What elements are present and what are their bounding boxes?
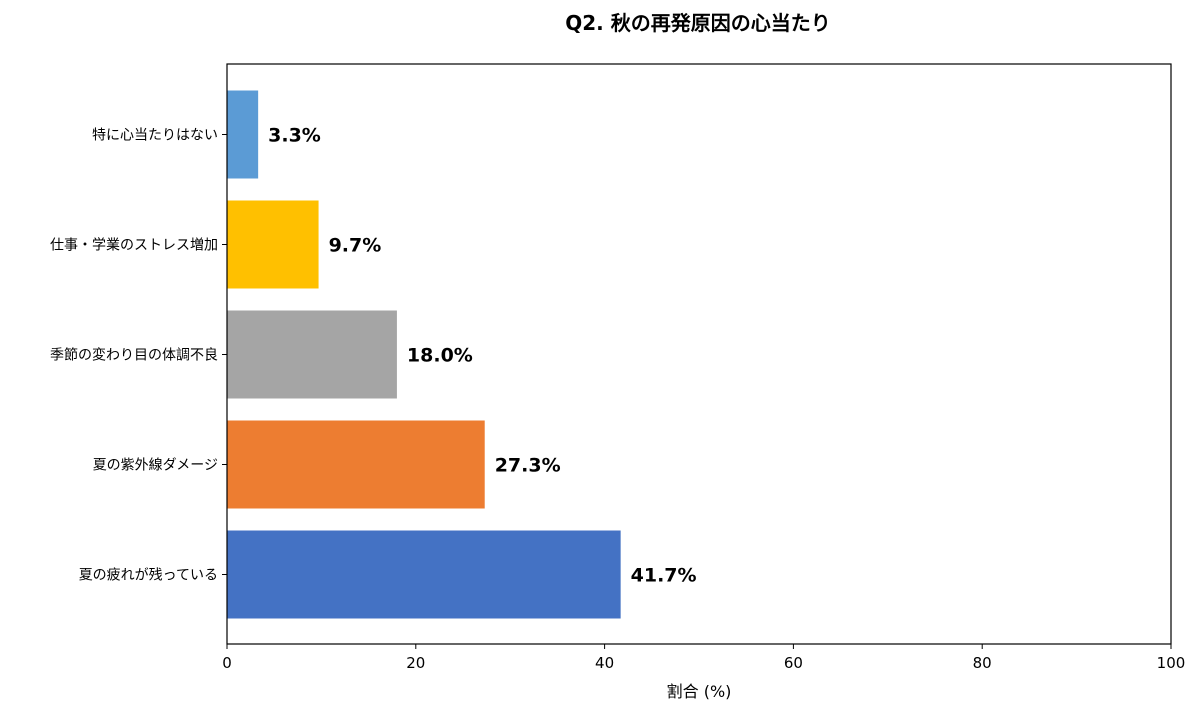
bar-value-label: 9.7%: [329, 235, 382, 257]
chart-title: Q2. 秋の再発原因の心当たり: [565, 11, 830, 35]
bar: [227, 530, 621, 619]
bar-value-label: 3.3%: [268, 125, 321, 147]
y-axis: 特に心当たりはない仕事・学業のストレス増加季節の変わり目の体調不良夏の紫外線ダメ…: [50, 128, 227, 584]
bar-value-label: 18.0%: [407, 345, 473, 367]
y-tick-label: 夏の疲れが残っている: [79, 567, 218, 584]
x-tick-label: 80: [973, 654, 992, 672]
bar: [227, 420, 485, 509]
y-tick-label: 仕事・学業のストレス増加: [50, 238, 218, 254]
y-tick-label: 夏の紫外線ダメージ: [93, 458, 218, 474]
bar: [227, 90, 259, 179]
x-tick-label: 100: [1157, 654, 1186, 672]
x-tick-label: 40: [595, 654, 614, 672]
y-tick-label: 季節の変わり目の体調不良: [50, 347, 218, 364]
x-tick-label: 60: [784, 654, 803, 672]
bars-layer: 3.3% 9.7% 18.0% 27.3% 41.7%: [227, 90, 697, 619]
x-axis: 0 20 40 60 80 100: [222, 644, 1185, 672]
bar: [227, 310, 397, 399]
bar-value-label: 27.3%: [495, 455, 561, 477]
bar: [227, 200, 319, 289]
y-tick-label: 特に心当たりはない: [92, 128, 218, 144]
bar-value-label: 41.7%: [631, 565, 697, 587]
x-tick-label: 20: [406, 654, 425, 672]
x-axis-label: 割合 (%): [667, 682, 732, 701]
x-tick-label: 0: [222, 654, 232, 672]
